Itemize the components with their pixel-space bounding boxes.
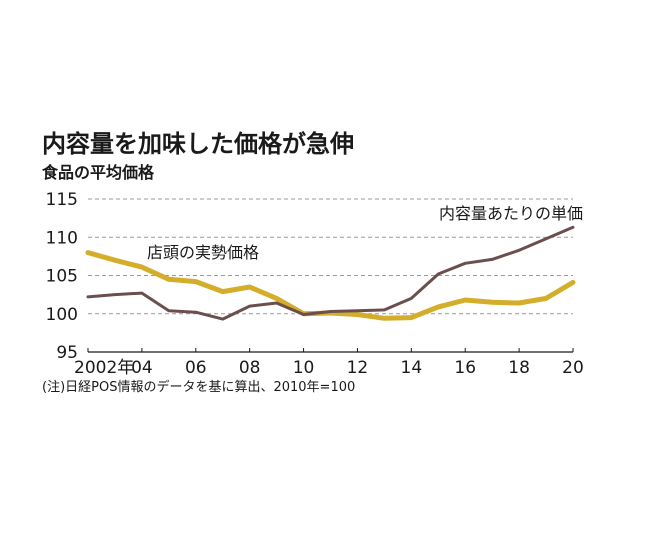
series-label: 店頭の実勢価格 — [147, 243, 259, 262]
series-label: 内容量あたりの単価 — [439, 204, 583, 223]
x-tick-label: 12 — [347, 358, 369, 378]
x-tick-label: 14 — [401, 358, 423, 378]
chart-subtitle: 食品の平均価格 — [41, 163, 155, 182]
y-tick-label: 110 — [46, 228, 78, 248]
x-tick-label: 06 — [185, 358, 207, 378]
x-tick-label: 20 — [562, 358, 584, 378]
y-tick-labels: 95 100 105 110 115 — [46, 190, 78, 363]
y-tick-label: 105 — [46, 267, 78, 287]
series-lines — [85, 225, 576, 321]
gridlines — [88, 198, 573, 315]
y-tick-label: 115 — [46, 190, 78, 210]
x-tick-label: 16 — [454, 358, 476, 378]
chart-title: 内容量を加味した価格が急伸 — [42, 130, 354, 158]
x-tick-label: 10 — [293, 358, 315, 378]
x-tick-label: 18 — [508, 358, 530, 378]
chart-note: (注)日経POS情報のデータを基に算出、2010年=100 — [42, 379, 355, 395]
series-labels: 店頭の実勢価格 内容量あたりの単価 — [147, 204, 583, 262]
y-tick-label: 95 — [56, 343, 78, 363]
y-tick-label: 100 — [46, 305, 78, 325]
series-line — [85, 250, 576, 321]
x-tick-label: 04 — [131, 358, 153, 378]
x-tick-label: 08 — [239, 358, 261, 378]
series-line — [86, 225, 575, 321]
x-tick-label: 2002年 — [74, 358, 134, 378]
